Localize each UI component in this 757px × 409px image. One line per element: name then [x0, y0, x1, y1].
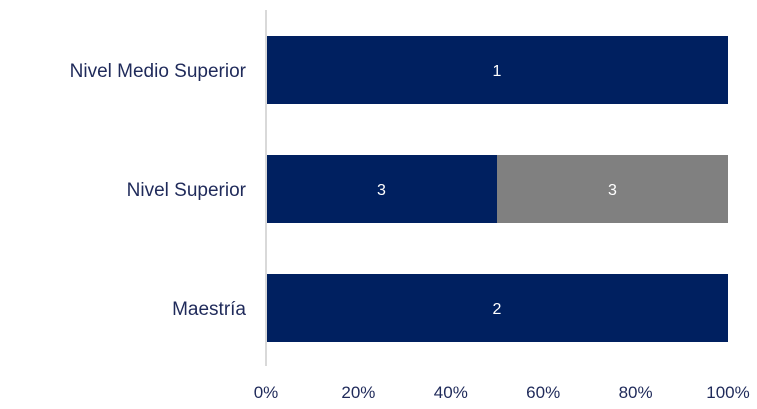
x-tick-label: 20%: [341, 383, 375, 402]
bar-segment: [266, 155, 497, 223]
x-tick-label: 80%: [619, 383, 653, 402]
x-tick-label: 60%: [526, 383, 560, 402]
category-label: Maestría: [172, 299, 246, 320]
bar-data-label: 2: [493, 301, 502, 318]
x-tick-label: 40%: [434, 383, 468, 402]
bar-data-label: 0: [730, 301, 739, 318]
bar-data-label: 3: [608, 182, 617, 199]
bar-segment: [266, 36, 728, 104]
category-label: Nivel Medio Superior: [70, 61, 247, 82]
x-axis-ticks: 0% 20% 40% 60% 80% 100%: [254, 383, 750, 402]
bar-segment: [497, 155, 728, 223]
bar-data-label: 0: [730, 63, 739, 80]
category-labels: Nivel Medio Superior Nivel Superior Maestr…: [70, 61, 247, 320]
bar-data-label: 3: [377, 182, 386, 199]
x-tick-label: 100%: [706, 383, 749, 402]
bar-segment: [266, 274, 728, 342]
category-label: Nivel Superior: [127, 180, 247, 201]
bar-data-label: 1: [493, 63, 502, 80]
x-tick-label: 0%: [254, 383, 279, 402]
bars-layer: 1 0 3 3 2 0: [266, 36, 739, 342]
